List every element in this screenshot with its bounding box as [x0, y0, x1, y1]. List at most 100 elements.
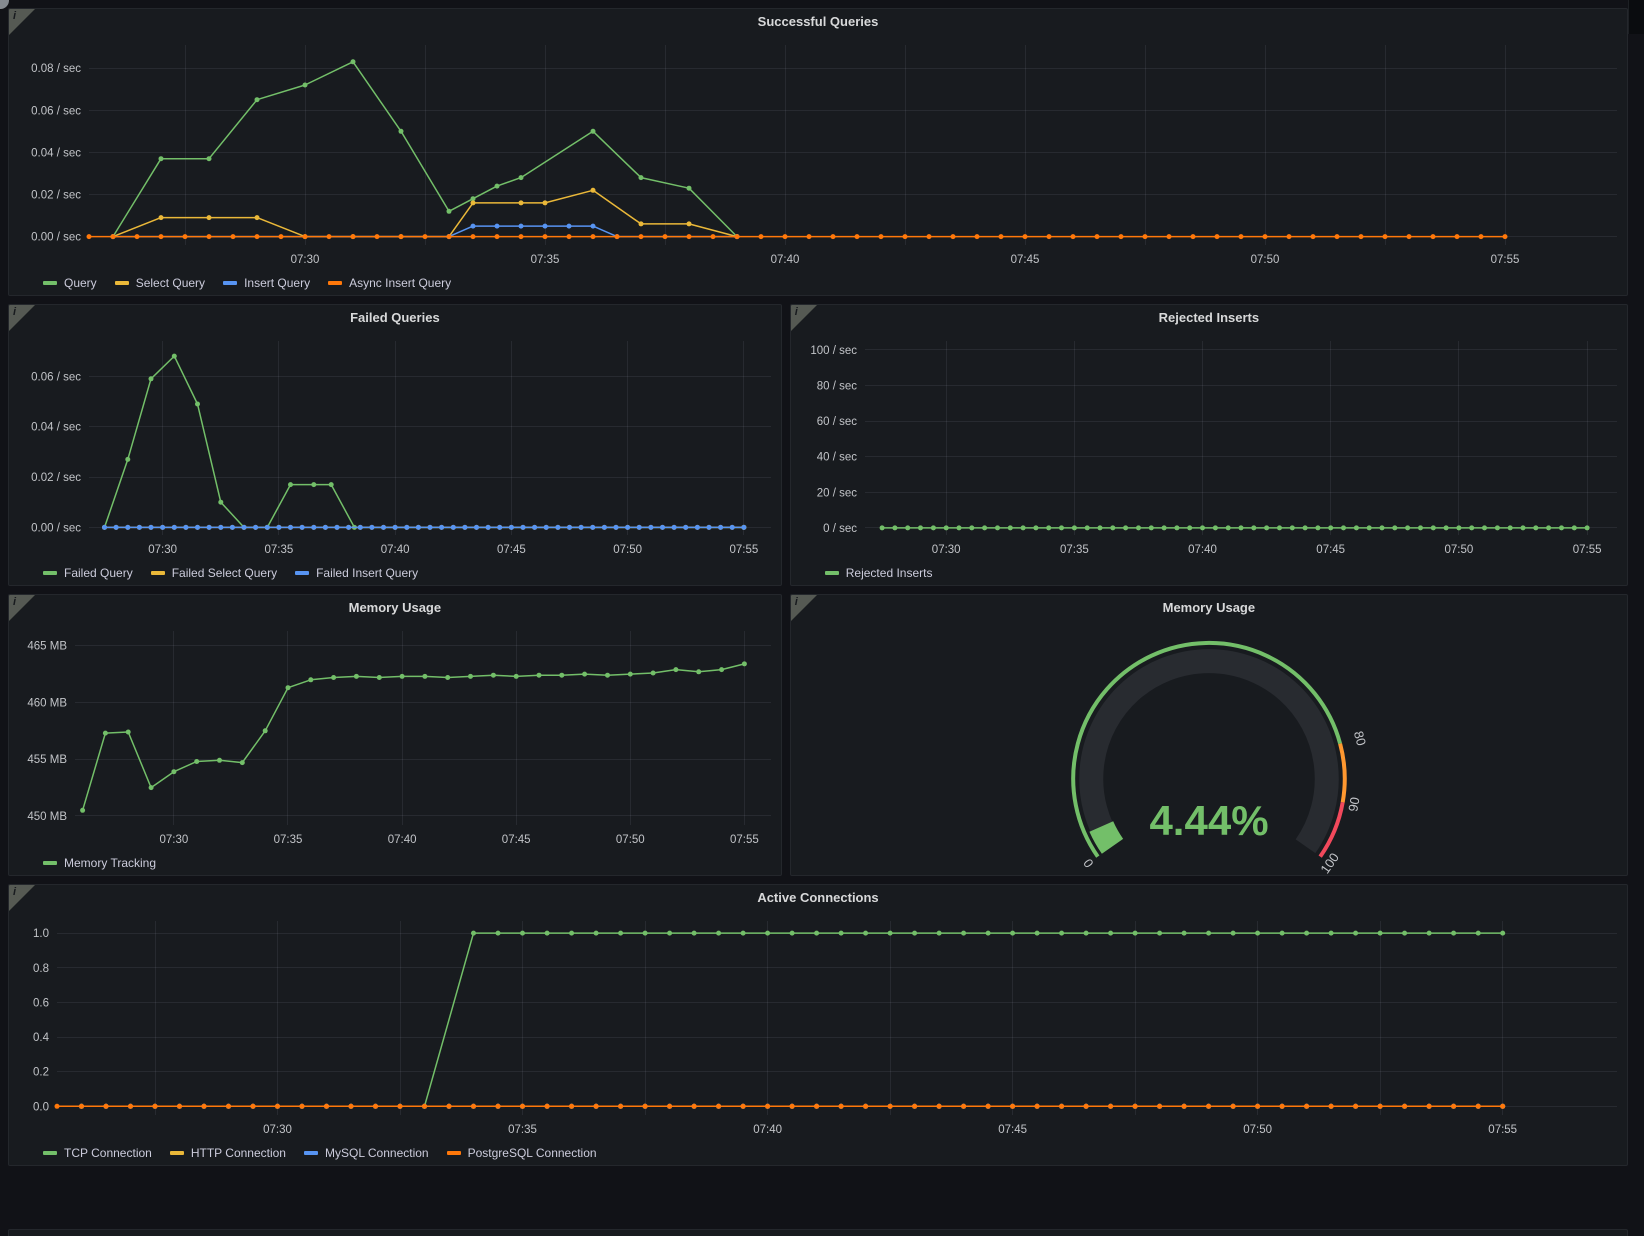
- scrollbar-thumb[interactable]: [1628, 0, 1644, 34]
- legend-swatch: [114, 281, 129, 285]
- svg-text:450 MB: 450 MB: [27, 811, 67, 823]
- legend-item-select-query[interactable]: Select Query: [114, 276, 206, 290]
- gridlines: [75, 631, 771, 825]
- legend-rejected-inserts: Rejected Inserts: [791, 561, 1627, 585]
- x-axis-labels: 07:30 07:35 07:40 07:45 07:50 07:55: [291, 254, 1520, 266]
- svg-text:07:35: 07:35: [508, 1124, 537, 1136]
- legend-label: MySQL Connection: [324, 1146, 429, 1160]
- legend-swatch: [446, 1151, 461, 1155]
- panel-info-corner[interactable]: i: [790, 305, 817, 331]
- gauge-tick-label: 0: [1080, 856, 1096, 871]
- gridlines: [57, 921, 1617, 1115]
- legend-item-insert-query[interactable]: Insert Query: [223, 276, 310, 290]
- series-failed-query: [102, 353, 747, 530]
- legend-item-query[interactable]: Query: [43, 276, 97, 290]
- chart-rejected-inserts[interactable]: 07:30 07:35 07:40 07:45 07:50 07:55 0 / sec 20 …: [791, 331, 1627, 561]
- panel-info-corner[interactable]: i: [9, 885, 35, 911]
- svg-text:07:45: 07:45: [502, 834, 531, 846]
- info-icon: i: [13, 10, 17, 22]
- series-memory-tracking: [80, 661, 747, 813]
- panel-title[interactable]: Active Connections: [757, 890, 879, 905]
- svg-text:40 / sec: 40 / sec: [816, 452, 857, 464]
- gauge-memory-usage[interactable]: 0 80 90 100 4.44%: [791, 621, 1627, 875]
- legend-swatch: [295, 571, 310, 575]
- svg-text:07:45: 07:45: [998, 1124, 1027, 1136]
- panel-info-corner[interactable]: i: [9, 305, 35, 331]
- legend-item-failed-query[interactable]: Failed Query: [43, 566, 133, 580]
- legend-label: Rejected Inserts: [845, 566, 933, 580]
- y-axis-labels: 0.00 / sec 0.02 / sec 0.04 / sec 0.06 / sec…: [31, 63, 81, 243]
- gauge-threshold-ring: [1318, 801, 1345, 858]
- gauge-tick-label: 80: [1351, 729, 1369, 747]
- svg-text:0.06 / sec: 0.06 / sec: [31, 371, 81, 383]
- svg-text:07:30: 07:30: [291, 254, 320, 266]
- legend-item-async-insert-query[interactable]: Async Insert Query: [328, 276, 451, 290]
- series-rejected-inserts: [879, 525, 1590, 531]
- chart-active-connections[interactable]: 07:30 07:35 07:40 07:45 07:50 07:55 0.0 0.2 0.4 0…: [9, 911, 1627, 1141]
- chart-svg: 07:30 07:35 07:40 07:45 07:50 07:55 0.00 / sec…: [31, 341, 771, 556]
- legend-label: Select Query: [135, 276, 206, 290]
- legend-item-tcp-connection[interactable]: TCP Connection: [43, 1146, 152, 1160]
- panel-successful-queries: i Successful Queries 07:30 07:35 07:40 07:4…: [8, 8, 1628, 296]
- legend-item-failed-insert-query[interactable]: Failed Insert Query: [295, 566, 418, 580]
- series-query: [110, 59, 740, 240]
- panel-title[interactable]: Memory Usage: [1162, 600, 1256, 615]
- svg-text:0.04 / sec: 0.04 / sec: [31, 147, 81, 159]
- panel-title[interactable]: Failed Queries: [350, 310, 440, 325]
- svg-text:20 / sec: 20 / sec: [816, 487, 857, 499]
- svg-text:0.02 / sec: 0.02 / sec: [31, 190, 81, 202]
- legend-label: HTTP Connection: [190, 1146, 286, 1160]
- legend-label: Failed Query: [64, 566, 133, 580]
- x-axis-labels: 07:30 07:35 07:40 07:45 07:50 07:55: [160, 834, 759, 846]
- legend-label: Memory Tracking: [64, 856, 157, 870]
- panel-title[interactable]: Memory Usage: [348, 600, 442, 615]
- svg-text:0.00 / sec: 0.00 / sec: [31, 232, 81, 244]
- legend-swatch: [303, 1151, 318, 1155]
- series-tcp-connection: [79, 930, 1506, 1109]
- legend-item-http-connection[interactable]: HTTP Connection: [169, 1146, 286, 1160]
- svg-text:0.2: 0.2: [33, 1067, 49, 1079]
- legend-swatch: [43, 281, 57, 285]
- panel-info-corner[interactable]: i: [9, 9, 35, 35]
- legend-item-postgresql-connection[interactable]: PostgreSQL Connection: [446, 1146, 597, 1160]
- legend-item-rejected-inserts[interactable]: Rejected Inserts: [824, 566, 933, 580]
- chart-failed-queries[interactable]: 07:30 07:35 07:40 07:45 07:50 07:55 0.00 / sec…: [9, 331, 781, 561]
- legend-item-failed-select-query[interactable]: Failed Select Query: [150, 566, 277, 580]
- legend-successful-queries: Query Select Query Insert Query Async Inser…: [9, 271, 1627, 295]
- svg-text:07:45: 07:45: [497, 544, 526, 556]
- legend-item-memory-tracking[interactable]: Memory Tracking: [43, 856, 156, 870]
- svg-text:07:45: 07:45: [1011, 254, 1040, 266]
- svg-text:07:40: 07:40: [753, 1124, 782, 1136]
- info-icon: i: [13, 596, 17, 608]
- svg-text:460 MB: 460 MB: [27, 698, 67, 710]
- chart-svg: 07:30 07:35 07:40 07:45 07:50 07:550.00.20.40…: [33, 921, 1617, 1136]
- legend-swatch: [150, 571, 165, 575]
- panel-memory-usage-gauge: i Memory Usage 0 80 90 100 4.44%: [789, 594, 1628, 876]
- legend-item-mysql-connection[interactable]: MySQL Connection: [303, 1146, 429, 1160]
- panel-title[interactable]: Successful Queries: [757, 14, 879, 29]
- svg-text:0.6: 0.6: [33, 997, 49, 1009]
- svg-text:07:35: 07:35: [274, 834, 303, 846]
- svg-text:0.02 / sec: 0.02 / sec: [31, 472, 81, 484]
- gauge-value-bar: [1089, 820, 1124, 854]
- chart-memory-usage[interactable]: 07:30 07:35 07:40 07:45 07:50 07:55 450 MB 455 …: [9, 621, 781, 851]
- y-axis-labels: 0.00 / sec 0.02 / sec 0.04 / sec 0.06 / sec: [31, 371, 81, 534]
- svg-text:07:30: 07:30: [932, 544, 961, 556]
- svg-text:07:50: 07:50: [1243, 1124, 1272, 1136]
- gauge-threshold-ring: [1071, 640, 1342, 858]
- panel-title[interactable]: Rejected Inserts: [1158, 310, 1260, 325]
- panel-info-corner[interactable]: i: [790, 595, 817, 621]
- info-icon: i: [13, 886, 17, 898]
- chart-svg: 07:30 07:35 07:40 07:45 07:50 07:55 0 / sec 20 …: [810, 341, 1617, 556]
- svg-text:0.00 / sec: 0.00 / sec: [31, 522, 81, 534]
- chart-successful-queries[interactable]: 07:30 07:35 07:40 07:45 07:50 07:55 0.00 / sec…: [9, 35, 1627, 271]
- corner-widget-fragment[interactable]: [0, 0, 9, 9]
- svg-text:0.8: 0.8: [33, 963, 49, 975]
- gauge-track: [1079, 649, 1339, 854]
- legend-swatch: [223, 281, 238, 285]
- svg-text:0.04 / sec: 0.04 / sec: [31, 422, 81, 434]
- x-axis-labels: 07:30 07:35 07:40 07:45 07:50 07:55: [932, 544, 1602, 556]
- panel-info-corner[interactable]: i: [9, 595, 35, 621]
- info-icon: i: [13, 306, 17, 318]
- legend-swatch: [43, 571, 57, 575]
